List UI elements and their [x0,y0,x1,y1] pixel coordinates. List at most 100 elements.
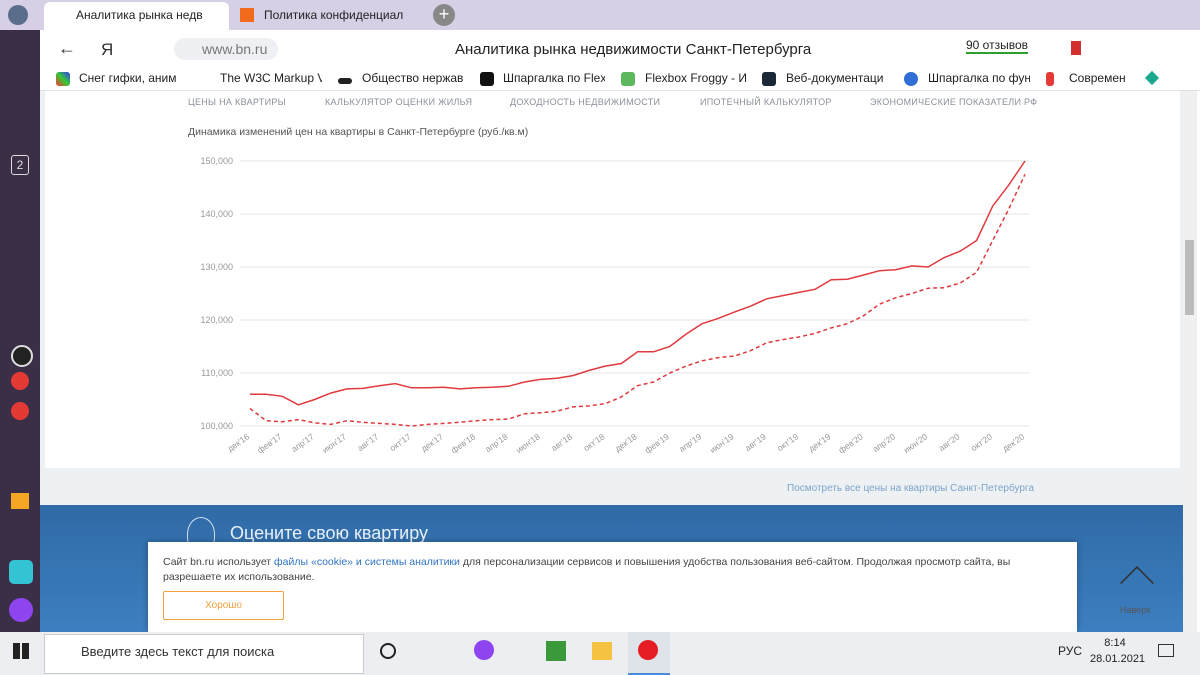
bookmark-icon[interactable] [1071,41,1081,55]
search-placeholder[interactable]: Введите здесь текст для поиска [81,644,275,659]
y-tick-label: 100,000 [200,421,233,431]
x-tick-label: июн'19 [708,431,736,455]
x-tick-label: дек'20 [1000,431,1026,453]
sidebar-app[interactable] [11,345,33,367]
profile-icon[interactable] [8,5,28,25]
language-indicator[interactable]: РУС [1058,644,1083,658]
x-tick-label: авг'19 [743,431,768,453]
bookmark[interactable]: Шпаргалка по Flex [503,71,605,85]
url[interactable]: www.bn.ru [202,41,268,57]
cookie-text: Сайт bn.ru использует файлы «cookie» и с… [163,555,1058,585]
bookmark[interactable]: The W3C Markup V [220,71,322,85]
date: 28.01.2021 [1090,653,1146,665]
x-tick-label: окт'17 [388,431,413,453]
scrollbar [1183,91,1197,632]
x-tick-label: апр'19 [677,431,704,454]
bookmark[interactable]: Снег гифки, аним [79,71,177,85]
x-tick-label: июн'18 [514,431,542,455]
cookie-text-part: для персонализации сервисов и повышения … [163,556,1011,583]
x-tick-label: фев'18 [449,431,477,455]
active-tab[interactable] [44,2,229,30]
price-line [250,160,1026,406]
x-tick-label: фев'19 [643,431,671,455]
bookmark-icon [1046,72,1054,86]
back-button[interactable]: ← [58,38,76,58]
new-tab-button[interactable]: + [433,4,455,26]
url-pill[interactable] [174,38,278,60]
notifications-button[interactable] [1158,644,1174,657]
taskbar-app[interactable] [592,642,612,660]
bookmark-icon [762,72,776,86]
cookie-text-part: Сайт bn.ru использует [163,556,275,568]
taskbar-app[interactable] [474,640,494,660]
bookmark-icon [338,78,352,84]
site-nav-link[interactable]: ДОХОДНОСТЬ НЕДВИЖИМОСТИ [510,97,661,107]
tab-title[interactable]: Аналитика рынка недв [76,8,203,22]
sidebar-app[interactable] [11,402,29,420]
bookmark-icon [904,72,918,86]
sidebar-alice[interactable] [9,598,33,622]
x-tick-label: дек'18 [613,431,639,453]
x-tick-label: дек'19 [807,431,833,453]
sidebar-app[interactable] [11,493,29,509]
search-box[interactable] [44,634,364,674]
time: 8:14 [1104,637,1126,649]
start-button[interactable] [13,643,29,659]
x-tick-label: апр'17 [289,431,316,454]
chart-title: Динамика изменений цен на квартиры в Сан… [188,126,528,138]
x-tick-label: июн'20 [901,431,929,455]
y-tick-label: 110,000 [201,368,233,378]
price-line [249,173,1026,427]
site-nav-link[interactable]: ЦЕНЫ НА КВАРТИРЫ [188,97,286,107]
x-tick-label: окт'18 [581,431,606,453]
x-tick-label: апр'20 [871,431,898,454]
taskbar-browser-icon[interactable] [638,640,658,660]
bookmark-icon [480,72,494,86]
x-tick-label: авг'17 [355,431,380,453]
cookie-ok-button[interactable]: Хорошо [163,591,284,620]
scrollbar-thumb[interactable] [1185,240,1194,315]
bookmark[interactable]: Flexbox Froggy - И [645,71,747,85]
y-tick-label: 150,000 [200,156,233,166]
x-tick-label: фев'17 [255,431,283,455]
cookie-link[interactable]: файлы «cookie» и системы аналитики [274,556,460,568]
y-tick-label: 140,000 [200,209,233,219]
x-tick-label: фев'20 [837,431,865,455]
bookmark[interactable]: Шпаргалка по функц [928,71,1030,85]
banner-title: Оцените свою квартиру [230,523,429,543]
chart-panel [45,91,1180,468]
bookmark[interactable]: Общество нержав [362,71,464,85]
bookmark-icon [56,72,70,86]
bookmark[interactable]: Современ [1069,71,1126,85]
x-tick-label: апр'18 [483,431,510,454]
tab-title[interactable]: Политика конфиденциал [264,8,404,22]
yandex-button[interactable]: Я [101,40,114,59]
clock[interactable]: 8:14 28.01.2021 [1090,635,1146,667]
to-top-label[interactable]: Наверх [1120,605,1151,615]
y-tick-label: 120,000 [200,315,233,325]
page-title: Аналитика рынка недвижимости Санкт-Петер… [455,41,812,58]
bookmark[interactable]: Веб-документаци [786,71,884,85]
x-tick-label: июн'17 [320,431,348,455]
x-tick-label: авг'18 [549,431,574,453]
bookmark-icon [621,72,635,86]
bookmark-icon [197,72,211,86]
sidebar-app[interactable] [9,560,33,584]
y-tick-label: 130,000 [200,262,233,272]
site-nav-link[interactable]: ЭКОНОМИЧЕСКИЕ ПОКАЗАТЕЛИ РФ [870,97,1038,107]
x-tick-label: окт'20 [969,431,994,453]
chart: Динамика изменений цен на квартиры в Сан… [188,126,1030,455]
reviews-button[interactable]: 90 отзывов [966,38,1029,54]
x-tick-label: дек'17 [419,431,445,453]
sidebar [0,30,40,632]
site-nav-link[interactable]: ИПОТЕЧНЫЙ КАЛЬКУЛЯТОР [700,97,832,107]
x-tick-label: дек'16 [225,431,251,453]
sidebar-app[interactable] [11,372,29,390]
cortana-button[interactable] [380,643,396,659]
sidebar-badge[interactable]: 2 [11,155,29,175]
taskbar-app[interactable] [546,641,566,661]
all-prices-link[interactable]: Посмотреть все цены на квартиры Санкт-Пе… [787,483,1034,494]
cookie-panel [148,542,1077,632]
site-nav-link[interactable]: КАЛЬКУЛЯТОР ОЦЕНКИ ЖИЛЬЯ [325,97,473,107]
